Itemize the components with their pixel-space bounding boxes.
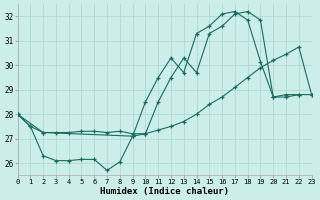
X-axis label: Humidex (Indice chaleur): Humidex (Indice chaleur) bbox=[100, 187, 229, 196]
